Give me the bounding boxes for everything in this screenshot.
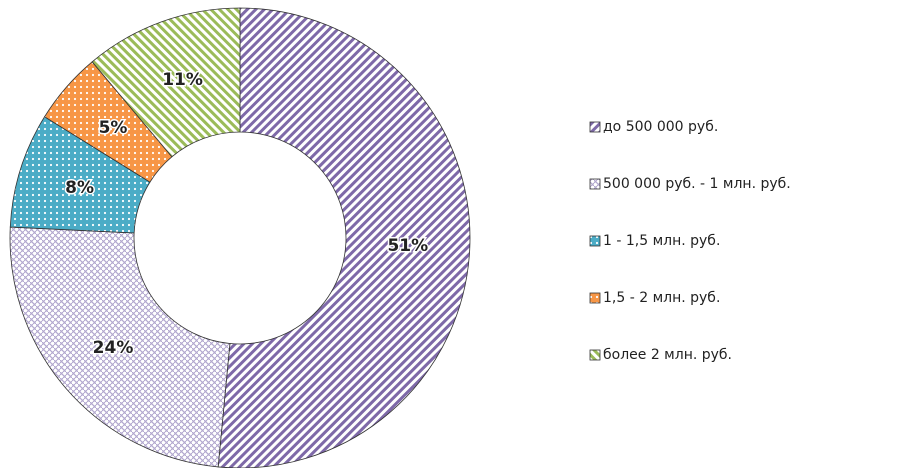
legend-label: 1 - 1,5 млн. руб. [603,233,720,249]
data-label: 5% [99,118,128,138]
data-label: 24% [93,338,134,358]
legend-swatch [589,121,601,133]
data-label: 11% [162,70,203,90]
legend-label: 500 000 руб. - 1 млн. руб. [603,176,791,192]
legend-label: 1,5 - 2 млн. руб. [603,290,720,306]
legend-swatch [589,235,601,247]
legend-swatch [589,349,601,361]
data-label: 8% [65,178,94,198]
donut-slice [9,226,231,468]
legend-swatch [589,292,601,304]
donut-slice [217,7,471,468]
data-label: 51% [387,236,428,256]
legend-label: до 500 000 руб. [603,119,718,135]
legend-swatch [589,178,601,190]
legend-label: более 2 млн. руб. [603,347,732,363]
donut-slice [91,7,241,158]
